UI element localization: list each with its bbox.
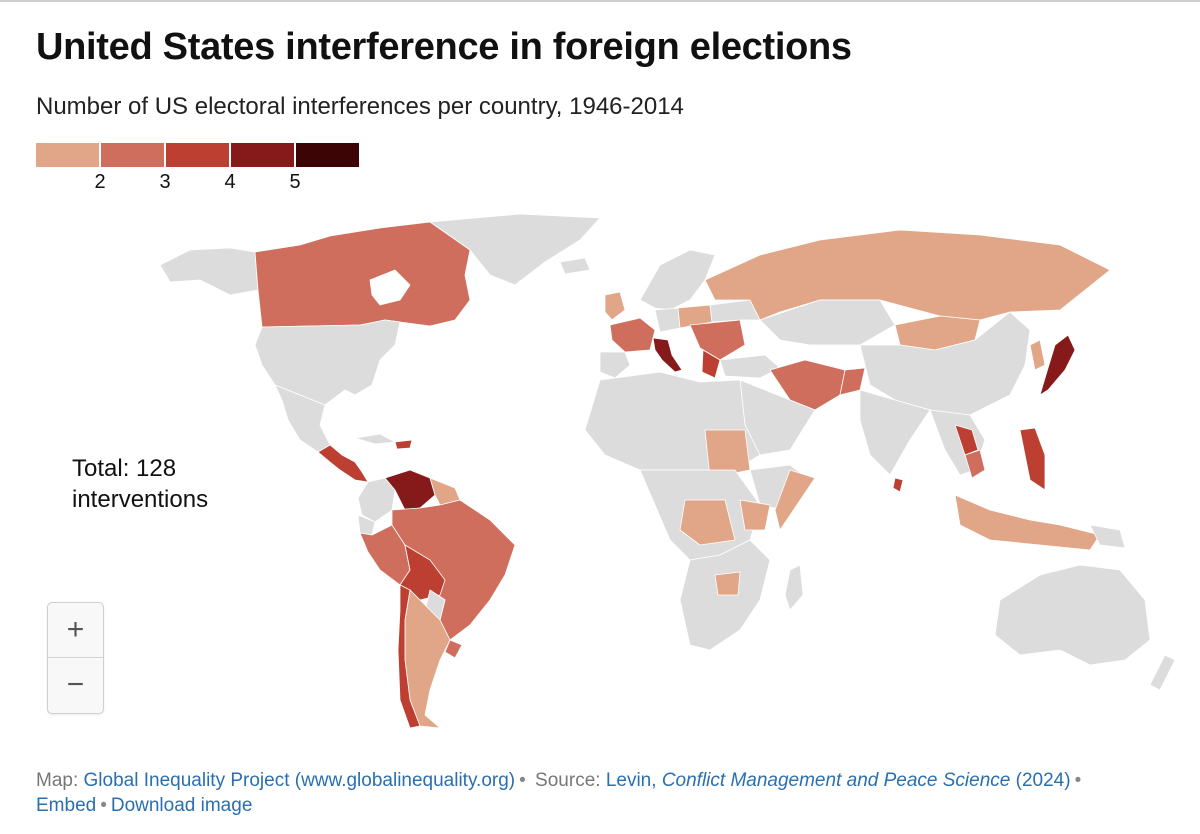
greece[interactable] <box>701 349 721 379</box>
italy[interactable] <box>652 337 683 373</box>
map-credit-label: Map: <box>36 770 84 791</box>
venezuela[interactable] <box>384 469 436 511</box>
iceland[interactable] <box>559 257 591 275</box>
legend-label-4: 4 <box>224 171 236 193</box>
zoom-control: + − <box>47 602 104 714</box>
page-subtitle: Number of US electoral interferences per… <box>36 93 684 120</box>
map-credit-link[interactable]: Global Inequality Project (www.globaline… <box>83 770 516 791</box>
colombia[interactable] <box>357 477 396 523</box>
legend-swatch-3 <box>166 143 229 167</box>
sri-lanka[interactable] <box>892 477 904 493</box>
page-title: United States interference in foreign el… <box>36 26 852 68</box>
source-link[interactable]: Levin, Conflict Management and Peace Sci… <box>606 770 1071 791</box>
zoom-divider <box>48 657 103 658</box>
cuba[interactable] <box>354 433 396 445</box>
source-journal: Conflict Management and Peace Science <box>661 770 1011 791</box>
indonesia[interactable] <box>954 494 1101 551</box>
footer-separator-1: • <box>519 770 526 791</box>
top-divider <box>0 0 1200 2</box>
uruguay[interactable] <box>444 639 463 659</box>
new-guinea[interactable] <box>1089 524 1126 549</box>
total-line2: interventions <box>72 486 209 513</box>
vietnam-cambodia[interactable] <box>964 449 986 479</box>
australia[interactable] <box>994 564 1151 666</box>
ukraine[interactable] <box>709 299 761 323</box>
scandinavia[interactable] <box>639 249 716 311</box>
footer-credits: Map: Global Inequality Project (www.glob… <box>36 768 1176 818</box>
color-legend: 2 3 4 5 <box>36 143 361 195</box>
source-label: Source: <box>529 770 606 791</box>
total-interventions: Total: 128 interventions <box>72 453 208 515</box>
somalia[interactable] <box>774 469 816 531</box>
madagascar[interactable] <box>784 564 804 611</box>
new-zealand[interactable] <box>1149 654 1176 691</box>
france[interactable] <box>609 317 656 353</box>
legend-bar <box>36 143 361 167</box>
alaska[interactable] <box>159 247 259 296</box>
legend-swatch-5 <box>296 143 359 167</box>
iberia[interactable] <box>599 351 631 379</box>
korea[interactable] <box>1029 339 1046 371</box>
source-author: Levin, <box>605 770 662 791</box>
total-line1: Total: 128 <box>72 455 177 482</box>
kazakhstan[interactable] <box>759 299 896 346</box>
zoom-out-button[interactable]: − <box>66 668 85 701</box>
india[interactable] <box>859 389 931 476</box>
download-image-link[interactable]: Download image <box>110 795 253 816</box>
central-america[interactable] <box>317 444 369 483</box>
turkey[interactable] <box>719 354 781 379</box>
legend-swatch-1 <box>36 143 99 167</box>
hudson-bay <box>369 269 411 306</box>
usa[interactable] <box>254 319 401 406</box>
embed-link[interactable]: Embed <box>36 795 97 816</box>
balkans[interactable] <box>689 319 746 361</box>
congo[interactable] <box>679 499 736 546</box>
canada[interactable] <box>254 221 471 328</box>
footer-separator-2: • <box>1074 770 1082 791</box>
footer-separator-3: • <box>100 795 107 816</box>
uk[interactable] <box>604 291 626 321</box>
legend-label-5: 5 <box>289 171 301 193</box>
germany[interactable] <box>654 307 681 333</box>
legend-swatch-4 <box>231 143 294 167</box>
chile[interactable] <box>397 584 421 729</box>
zimbabwe[interactable] <box>714 571 741 596</box>
philippines[interactable] <box>1019 427 1046 491</box>
zoom-in-button[interactable]: + <box>66 613 85 646</box>
world-map[interactable] <box>0 200 1200 760</box>
japan[interactable] <box>1039 334 1076 396</box>
legend-labels: 2 3 4 5 <box>36 171 361 195</box>
russia[interactable] <box>704 229 1111 321</box>
greenland[interactable] <box>429 213 601 286</box>
hispaniola[interactable] <box>394 439 413 450</box>
legend-label-2: 2 <box>94 171 106 193</box>
laos[interactable] <box>954 424 979 456</box>
legend-swatch-2 <box>101 143 164 167</box>
kenya[interactable] <box>739 499 771 531</box>
source-year: (2024) <box>1010 770 1071 791</box>
legend-label-3: 3 <box>159 171 171 193</box>
